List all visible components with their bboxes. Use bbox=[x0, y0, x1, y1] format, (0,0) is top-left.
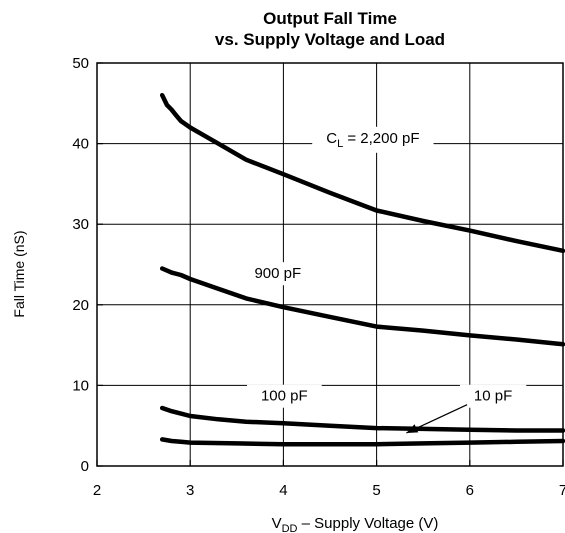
x-tick-label-3: 3 bbox=[186, 482, 194, 499]
x-tick-label-7: 7 bbox=[559, 482, 565, 499]
series-label-background bbox=[459, 384, 527, 408]
series-label-3: 100 pF bbox=[261, 388, 308, 405]
series-label-arrowhead bbox=[406, 424, 419, 433]
y-tick-label-30: 30 bbox=[72, 216, 89, 233]
y-axis-label: Fall Time (nS) bbox=[11, 230, 27, 317]
x-axis-label: VDD – Supply Voltage (V) bbox=[272, 515, 439, 533]
y-tick-label-20: 20 bbox=[72, 297, 89, 314]
y-tick-label-40: 40 bbox=[72, 136, 89, 153]
series-line-2 bbox=[159, 266, 565, 347]
series-label-background bbox=[246, 384, 322, 408]
series-label-1: CL = 2,200 pF bbox=[326, 130, 419, 150]
x-tick-label-6: 6 bbox=[466, 482, 474, 499]
x-axis-label-sub: DD bbox=[282, 523, 298, 533]
series-line-3 bbox=[159, 405, 565, 433]
series-label-2: 900 pF bbox=[254, 265, 301, 282]
series-line-4 bbox=[159, 437, 565, 447]
series-label-main: C bbox=[326, 130, 337, 147]
x-tick-label-4: 4 bbox=[279, 482, 287, 499]
series-labels: CL = 2,200 pF 900 pF 100 pF 10 pF bbox=[240, 126, 527, 434]
y-tick-label-0: 0 bbox=[81, 458, 89, 475]
series-label-background bbox=[240, 262, 316, 286]
y-tick-label-50: 50 bbox=[72, 55, 89, 72]
axes: 2 3 4 5 6 7 0 10 20 30 40 50 bbox=[72, 55, 565, 499]
y-tick-label-10: 10 bbox=[72, 377, 89, 394]
series-label-rest: = 2,200 pF bbox=[343, 130, 419, 147]
series-lines bbox=[159, 92, 565, 447]
chart-title-block: Output Fall Time vs. Supply Voltage and … bbox=[0, 8, 565, 50]
series-line-1 bbox=[159, 92, 565, 254]
plot-frame bbox=[96, 62, 564, 467]
series-label-sub: L bbox=[337, 138, 343, 150]
chart-subtitle: vs. Supply Voltage and Load bbox=[214, 30, 446, 49]
series-label-arrow bbox=[406, 404, 468, 434]
x-axis-label-main: V bbox=[272, 515, 282, 532]
series-label-4: 10 pF bbox=[474, 388, 512, 405]
x-tick-label-5: 5 bbox=[372, 482, 380, 499]
series-label-background bbox=[312, 126, 434, 153]
chart-title: Output Fall Time bbox=[263, 9, 397, 28]
x-tick-label-2: 2 bbox=[93, 482, 101, 499]
x-axis-label-rest: – Supply Voltage (V) bbox=[297, 515, 438, 532]
